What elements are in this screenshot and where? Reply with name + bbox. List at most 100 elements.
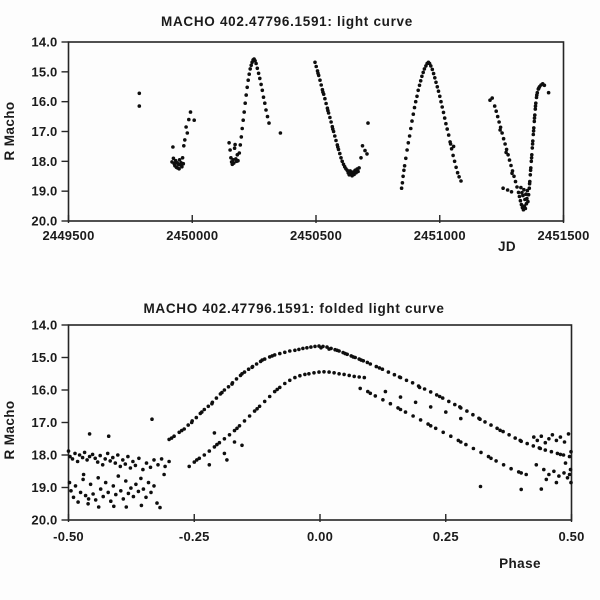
data-point [530,146,535,150]
data-point [288,349,292,353]
data-point [501,463,506,467]
data-point [129,486,133,490]
data-point [131,494,136,499]
data-point [428,424,433,428]
data-point [532,435,536,439]
data-point [152,484,156,488]
data-point [440,105,445,109]
data-point [522,187,526,192]
plot-area-folded-light-curve: -0.50 -0.25 0.00 0.25 0.50 14.0 15.0 16.0 17.0 18… [31,318,584,545]
data-point [525,441,529,446]
data-point [549,449,554,454]
data-point [388,401,393,406]
data-point [403,410,408,414]
data-point [547,437,551,441]
data-point [152,458,156,462]
data-point [169,436,174,440]
data-point [255,66,260,71]
data-point [186,423,190,427]
data-point [197,456,202,461]
data-point [513,436,517,440]
data-point [303,372,307,377]
data-point [324,101,328,106]
data-point [323,96,327,101]
data-point [202,407,207,412]
data-point [232,428,237,433]
data-point [321,92,326,96]
data-point [338,151,342,156]
data-point [516,190,521,195]
data-point [116,453,120,457]
data-point [246,78,250,82]
data-point [399,186,404,190]
data-point [247,414,252,418]
data-point [565,476,570,480]
data-point [407,134,412,138]
data-point [262,399,267,404]
chart-title-light-curve: MACHO 402.47796.1591: light curve [161,14,413,29]
data-point [412,105,417,110]
data-point [202,453,207,457]
data-point [417,83,422,88]
data-point [227,433,232,437]
data-point [313,344,317,349]
data-point [144,495,148,500]
data-point [533,113,537,117]
data-point [334,138,338,143]
data-point [76,500,80,504]
data-point [207,449,212,453]
data-point [433,426,438,431]
data-point [533,107,538,111]
data-point [417,385,422,390]
data-point [159,457,164,461]
data-point [264,108,268,112]
data-point [222,437,227,441]
data-point [527,186,532,190]
data-point [71,495,76,500]
data-point [479,450,483,455]
data-point [454,165,458,170]
data-point [504,147,509,152]
data-point [532,116,537,120]
data-point [446,133,451,137]
data-point [293,348,297,353]
data-point [80,455,85,460]
data-point [131,459,135,464]
data-point [113,461,118,465]
data-point [381,398,385,402]
data-point [451,153,455,158]
data-point [220,390,224,395]
data-point [437,394,442,399]
data-point [70,457,75,461]
data-point [108,459,112,463]
data-point [507,433,511,437]
data-point [464,442,468,447]
data-point [253,59,257,63]
data-point [510,169,515,173]
data-point [249,63,253,68]
data-point [217,440,222,445]
data-point [531,129,536,133]
data-point [542,467,546,472]
data-point [240,443,244,448]
y-tick-label: 18.0 [31,448,57,463]
data-point [155,501,159,505]
data-point [532,126,536,130]
data-point [184,125,188,129]
data-point [542,83,547,88]
data-point [238,143,243,147]
data-point [459,179,463,183]
y-tick-label: 17.0 [31,415,57,430]
data-point [126,491,131,496]
data-point [214,396,219,400]
data-point [512,174,516,179]
data-point [498,128,502,132]
data-point [78,490,83,495]
data-point [256,71,261,76]
data-point [359,156,363,160]
data-point [526,192,531,197]
data-point [567,454,572,459]
data-point [404,378,409,383]
